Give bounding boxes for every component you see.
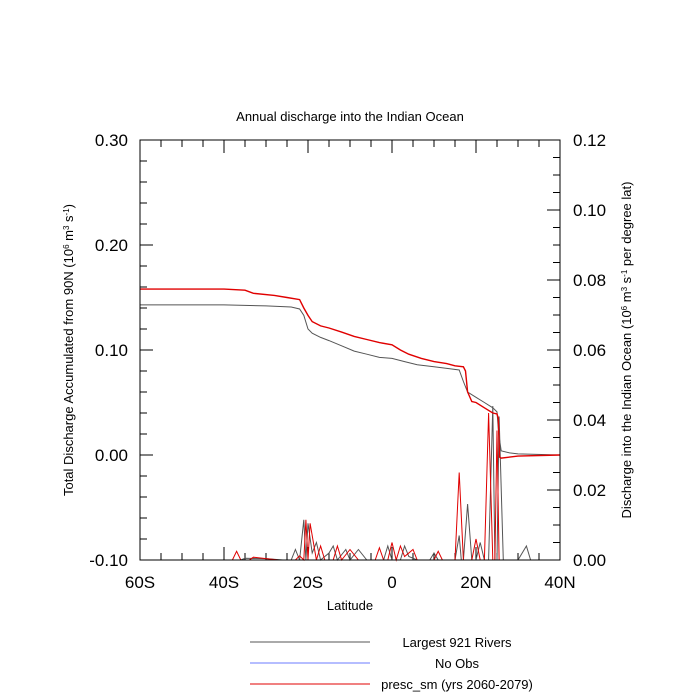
x-axis-label: Latitude <box>327 598 373 613</box>
y-right-tick-label: 0.04 <box>573 411 606 430</box>
legend-label-1: No Obs <box>435 656 480 671</box>
y-right-tick-label: 0.00 <box>573 551 606 570</box>
y-axis-left-label: Total Discharge Accumulated from 90N (10… <box>61 204 76 496</box>
series-layer <box>140 288 561 562</box>
y-right-tick-label: 0.08 <box>573 271 606 290</box>
y-right-tick-label: 0.06 <box>573 341 606 360</box>
x-tick-label: 40N <box>544 573 575 592</box>
y-left-tick-label: 0.00 <box>95 446 128 465</box>
y-right-tick-label: 0.12 <box>573 131 606 150</box>
y-right-tick-label: 0.02 <box>573 481 606 500</box>
x-tick-label: 0 <box>387 573 396 592</box>
legend-label-2: presc_sm (yrs 2060-2079) <box>381 677 533 692</box>
legend: Largest 921 Rivers No Obs presc_sm (yrs 20… <box>250 635 533 692</box>
x-tick-label: 40S <box>209 573 239 592</box>
series-0-per-degree-line <box>140 405 560 562</box>
y-left-tick-label: 0.20 <box>95 236 128 255</box>
y-right-tick-label: 0.10 <box>573 201 606 220</box>
plot-frame <box>139 139 561 561</box>
x-axis-ticks: 60S 40S 20S 0 20N 40N <box>125 140 576 592</box>
right-axis-ticks: 0.00 0.02 0.04 0.06 0.08 0.10 0.12 <box>547 131 606 570</box>
x-tick-label: 60S <box>125 573 155 592</box>
y-left-tick-label: -0.10 <box>89 551 128 570</box>
x-tick-label: 20S <box>293 573 323 592</box>
y-left-tick-label: 0.30 <box>95 131 128 150</box>
chart-title: Annual discharge into the Indian Ocean <box>236 109 464 124</box>
series-0-accumulated-line <box>140 304 561 456</box>
left-axis-ticks: -0.10 0.00 0.10 0.20 0.30 <box>89 131 153 570</box>
legend-label-0: Largest 921 Rivers <box>402 635 512 650</box>
y-axis-right-label: Discharge into the Indian Ocean (106 m3 … <box>619 182 634 519</box>
series-2-accumulated-line <box>140 288 561 459</box>
y-left-tick-label: 0.10 <box>95 341 128 360</box>
x-tick-label: 20N <box>460 573 491 592</box>
